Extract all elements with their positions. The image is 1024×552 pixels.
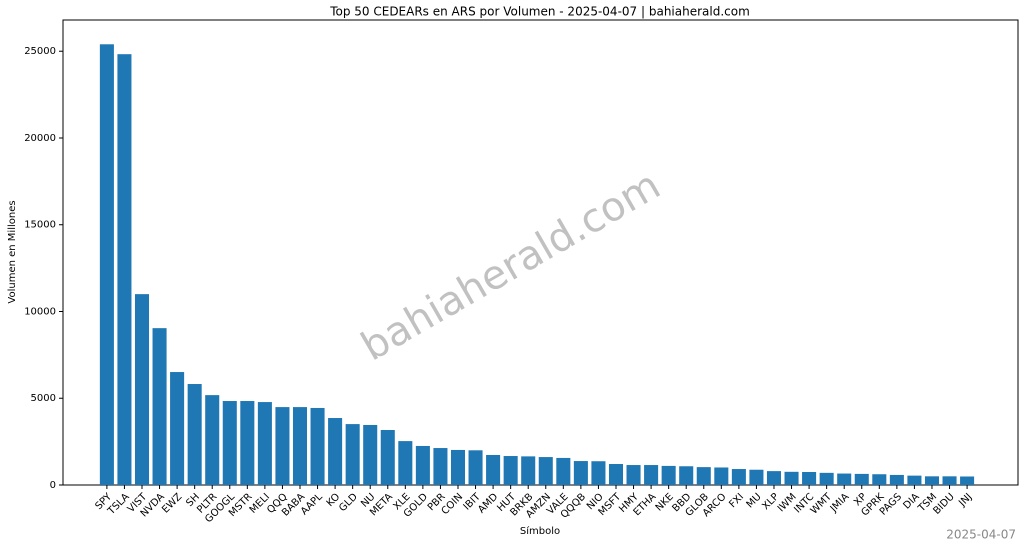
bar (924, 476, 940, 485)
bar (222, 401, 237, 485)
x-tick-label: MU (745, 491, 764, 510)
bar (749, 469, 764, 485)
bar (661, 465, 676, 485)
bar (784, 471, 799, 485)
bar (310, 407, 325, 485)
bar (205, 395, 220, 485)
bar (415, 445, 430, 485)
bar (714, 467, 729, 485)
x-tick-label: NKE (654, 491, 676, 513)
x-tick-label: EWZ (160, 491, 184, 515)
bar (644, 465, 659, 485)
y-tick-label: 10000 (24, 306, 56, 317)
bar (187, 384, 202, 485)
bar (731, 469, 746, 485)
bar (450, 449, 466, 485)
date-stamp: 2025-04-07 (946, 528, 1016, 542)
bar (275, 407, 290, 485)
bar (468, 450, 483, 485)
bar (170, 372, 185, 485)
bar (486, 454, 501, 485)
y-tick-label: 5000 (31, 393, 56, 404)
bar (889, 474, 904, 485)
bar (679, 466, 694, 485)
bar (292, 407, 308, 485)
y-tick-label: 15000 (24, 220, 56, 231)
bar (608, 464, 624, 485)
chart-title: Top 50 CEDEARs en ARS por Volumen - 2025… (329, 5, 750, 19)
y-tick-label: 25000 (24, 46, 56, 57)
bar (538, 457, 553, 485)
bar (907, 475, 922, 485)
bar (503, 456, 518, 485)
bar (696, 467, 711, 485)
bar (942, 476, 957, 485)
bar (626, 465, 641, 485)
bar (766, 471, 782, 485)
bar (152, 328, 167, 485)
bar (380, 429, 395, 485)
x-tick-label: JMIA (828, 491, 852, 515)
bar (802, 471, 817, 485)
bar (240, 401, 255, 485)
bar (591, 461, 606, 485)
bar (521, 456, 536, 485)
y-axis-label: Volumen en Millones (7, 200, 18, 303)
bar (328, 418, 343, 485)
y-tick-label: 0 (50, 480, 56, 491)
bar (573, 461, 588, 485)
bar (398, 441, 413, 485)
bar (99, 44, 114, 485)
bar (837, 473, 852, 485)
bar (854, 473, 869, 485)
bar (819, 472, 834, 485)
x-tick-label: JNJ (956, 491, 974, 509)
bar (257, 402, 272, 485)
x-axis-label: Símbolo (520, 525, 560, 537)
bar (433, 448, 448, 485)
x-tick-label: FXI (727, 491, 746, 510)
bar (960, 476, 975, 485)
x-tick-label: GLD (337, 491, 360, 514)
y-tick-label: 20000 (24, 133, 56, 144)
watermark: bahiaherald.com (354, 162, 668, 370)
bar (117, 54, 132, 485)
bar (363, 424, 378, 485)
bar (872, 474, 887, 485)
bar (134, 294, 150, 485)
bar (345, 424, 360, 485)
bar (556, 457, 571, 485)
